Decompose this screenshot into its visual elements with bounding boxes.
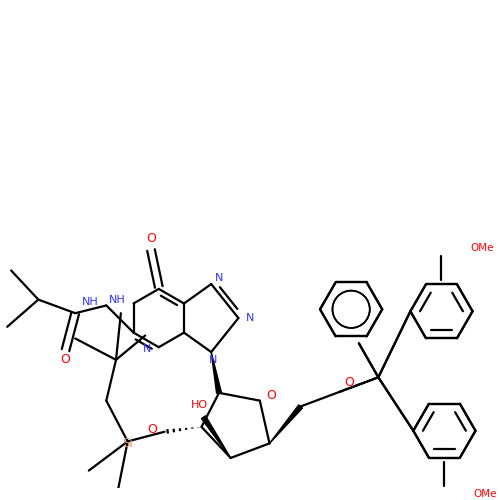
- Polygon shape: [202, 416, 230, 458]
- Text: N: N: [246, 313, 254, 323]
- Text: HO: HO: [191, 400, 208, 410]
- Text: N: N: [215, 273, 224, 283]
- Polygon shape: [211, 352, 222, 394]
- Text: N: N: [209, 355, 218, 365]
- Text: O: O: [344, 376, 354, 388]
- Text: N: N: [142, 344, 151, 354]
- Polygon shape: [270, 405, 302, 444]
- Text: Si: Si: [122, 437, 133, 450]
- Text: O: O: [266, 390, 276, 402]
- Text: O: O: [147, 424, 157, 436]
- Text: NH: NH: [82, 296, 98, 306]
- Text: O: O: [146, 232, 156, 245]
- Text: OMe: OMe: [474, 489, 497, 499]
- Text: OMe: OMe: [470, 243, 494, 253]
- Text: NH: NH: [109, 294, 126, 304]
- Text: O: O: [60, 354, 70, 366]
